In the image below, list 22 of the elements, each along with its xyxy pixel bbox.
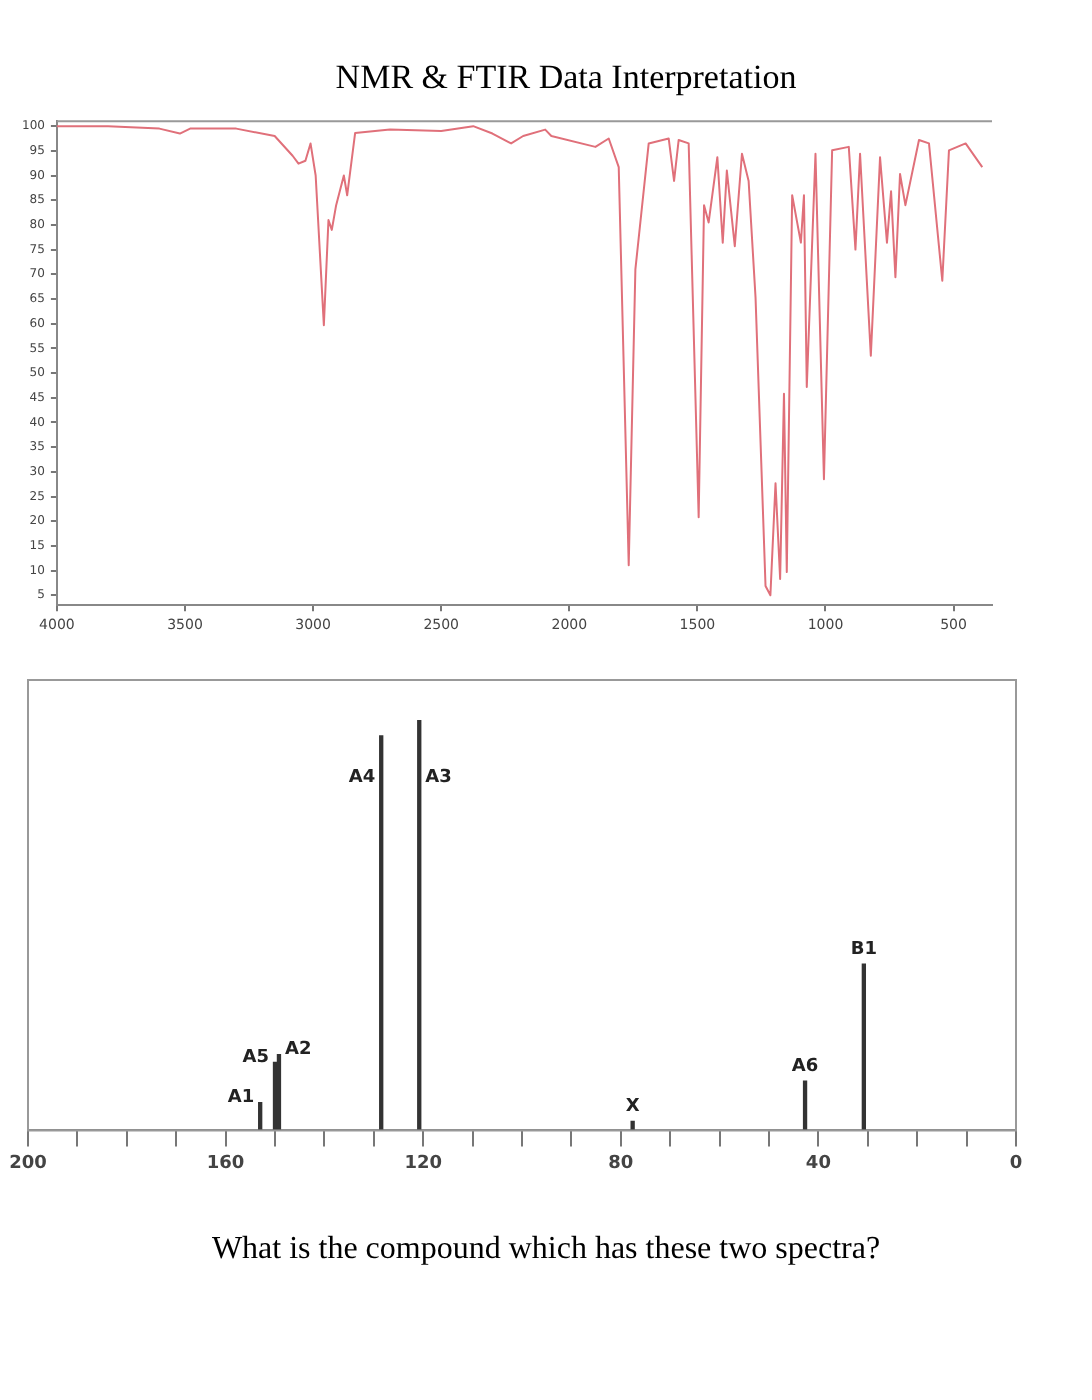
text: What is the compound which has these two spectra? [209, 1232, 883, 1268]
bar [417, 720, 422, 1131]
annotation: B1 [850, 939, 877, 960]
x-tick-label: 40 [805, 1153, 831, 1174]
x-tick-label: 200 [9, 1153, 47, 1174]
annotation: A5 [242, 1048, 269, 1069]
annotation: A1 [227, 1088, 255, 1109]
x-tick-label: 160 [206, 1153, 245, 1174]
x-tick-label: 120 [404, 1153, 442, 1174]
x-tick-label: 80 [608, 1153, 634, 1174]
bar [379, 735, 384, 1131]
annotation: A3 [425, 767, 452, 788]
bar [272, 1061, 278, 1131]
annotation: A4 [348, 767, 376, 788]
bar [630, 1120, 635, 1131]
annotation: A2 [284, 1040, 312, 1061]
bar [861, 963, 867, 1131]
x-tick-label: 0 [1009, 1153, 1023, 1174]
chart-title: NMR & FTIR Data Interpretation [333, 56, 799, 100]
bar [276, 1053, 282, 1131]
annotation: X [625, 1097, 640, 1118]
annotation: A6 [791, 1056, 819, 1077]
